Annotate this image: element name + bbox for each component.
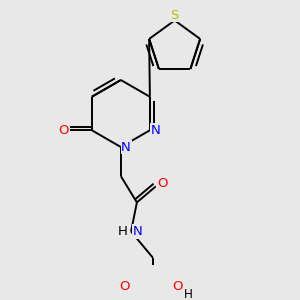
Text: H: H (184, 288, 193, 300)
Text: O: O (172, 280, 183, 293)
Text: O: O (157, 177, 167, 190)
Text: N: N (150, 124, 160, 137)
Text: N: N (121, 140, 131, 154)
Text: N: N (133, 225, 142, 238)
Text: H: H (117, 225, 127, 238)
Text: O: O (119, 280, 130, 293)
Text: S: S (170, 9, 179, 22)
Text: O: O (58, 124, 69, 137)
